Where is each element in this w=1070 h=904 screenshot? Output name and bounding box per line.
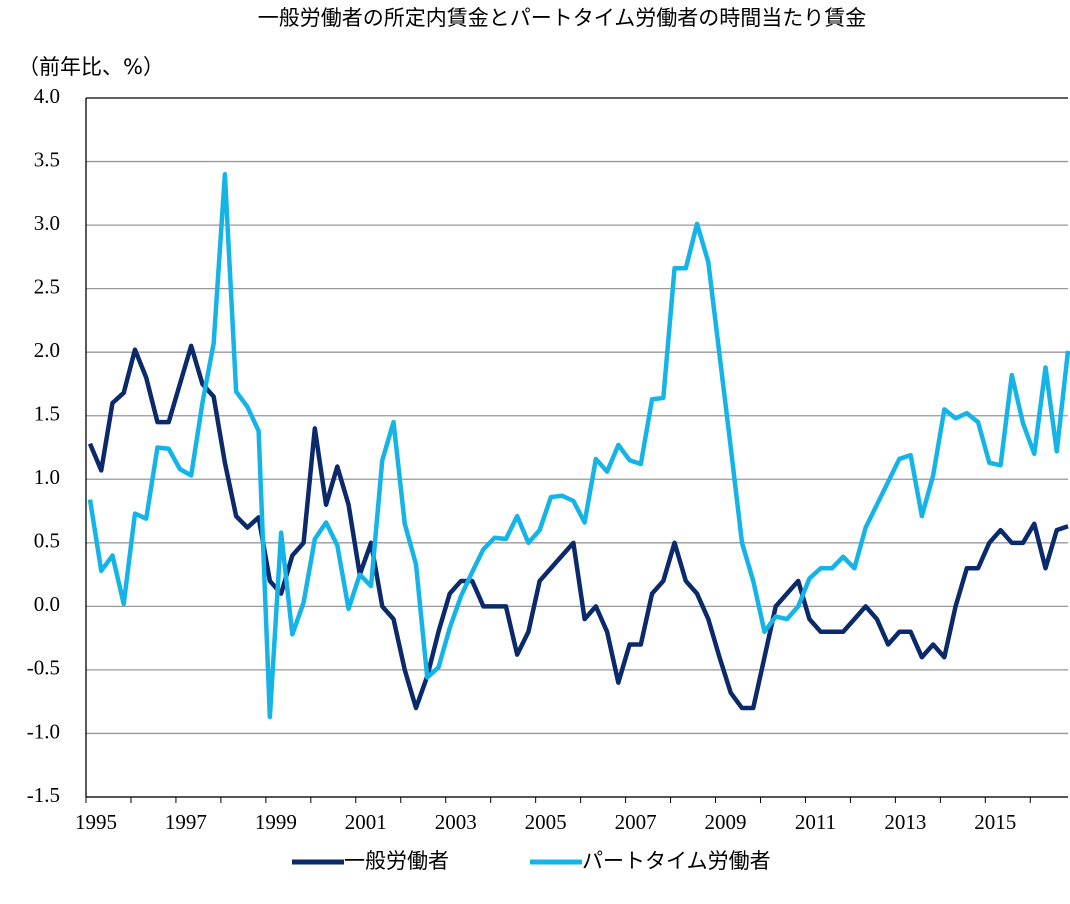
- y-tick-label: 0.0: [34, 592, 60, 616]
- y-tick-label: 1.0: [34, 465, 60, 489]
- y-tick-label: 3.5: [34, 147, 60, 171]
- legend-label: 一般労働者: [344, 849, 449, 873]
- y-tick-label: 2.0: [34, 338, 60, 362]
- series-line: [87, 172, 1070, 720]
- x-tick-label: 1995: [75, 810, 117, 834]
- x-tick-label: 2009: [705, 810, 747, 834]
- x-tick-label: 2003: [435, 810, 477, 834]
- legend-label: パートタイム労働者: [582, 849, 771, 873]
- y-tick-label: 2.5: [34, 274, 60, 298]
- y-axis-label: （前年比、%）: [18, 55, 164, 79]
- series-line: [87, 343, 1069, 711]
- x-tick-label: 2005: [525, 810, 567, 834]
- x-tick-label: 2007: [615, 810, 657, 834]
- y-tick-label: 1.5: [34, 402, 60, 426]
- chart-title: 一般労働者の所定内賃金とパートタイム労働者の時間当たり賃金: [258, 6, 867, 30]
- y-tick-label: 4.0: [34, 84, 60, 108]
- x-tick-label: 2011: [795, 810, 836, 834]
- y-tick-label: -1.0: [27, 719, 60, 743]
- y-tick-label: 3.0: [34, 211, 60, 235]
- x-tick-label: 1997: [165, 810, 207, 834]
- x-tick-label: 2015: [974, 810, 1016, 834]
- x-tick-label: 2013: [884, 810, 926, 834]
- x-tick-label: 2001: [345, 810, 387, 834]
- x-tick-label: 1999: [255, 810, 297, 834]
- y-tick-label: -1.5: [27, 783, 60, 807]
- y-tick-label: 0.5: [34, 529, 60, 553]
- y-tick-label: -0.5: [27, 656, 60, 680]
